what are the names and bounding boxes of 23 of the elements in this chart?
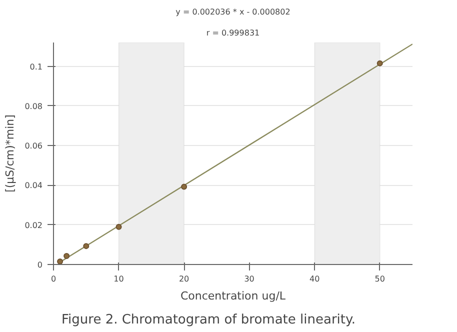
y-tick-label: 0 (37, 260, 43, 270)
x-tick-label: 20 (178, 274, 190, 284)
x-tick-label: 40 (310, 274, 320, 284)
x-tick-label: 50 (374, 274, 385, 284)
point (376, 60, 383, 66)
point (57, 258, 64, 264)
point (116, 224, 122, 230)
chart-subtitle: r = 0.999831 (206, 28, 260, 38)
y-tick-label: 0.04 (24, 181, 42, 190)
y-tick-label: 0.02 (24, 220, 42, 230)
point (181, 184, 188, 190)
chart-title: y = 0.002036 * x - 0.000802 (176, 8, 290, 16)
y-axis-title: [(µS/cm)*min] (4, 114, 17, 192)
x-axis-title: Concentration ug/L (180, 290, 286, 302)
y-tick-label: 0.08 (24, 102, 42, 111)
point (64, 252, 70, 259)
y-tick-label: 0.06 (24, 142, 42, 151)
x-tick-label: 30 (244, 274, 254, 284)
caption: Figure 2. Chromatogram of bromate linearity. (62, 312, 356, 328)
x-tick-label: 0 (50, 274, 56, 284)
x-tick-label: 10 (114, 274, 124, 284)
point (83, 243, 90, 250)
y-tick-label: 0.1 (30, 62, 43, 72)
